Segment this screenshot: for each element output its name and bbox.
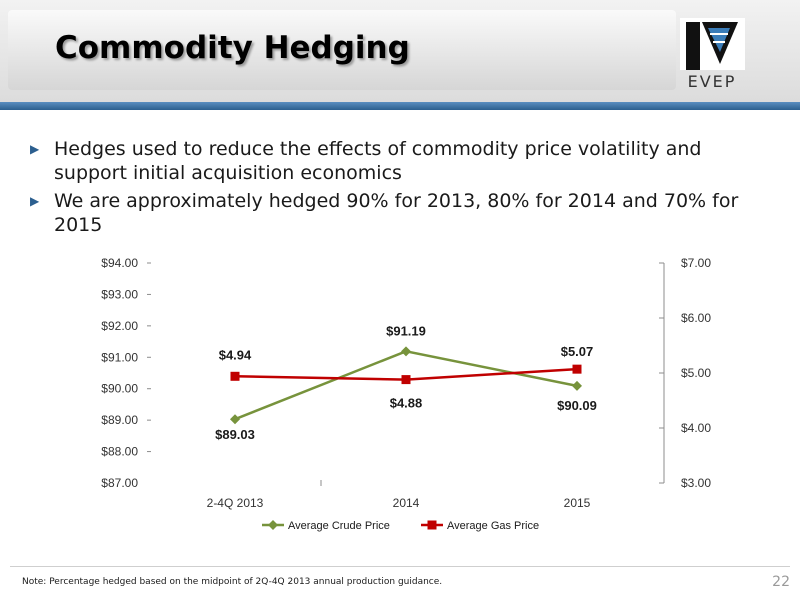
bullet-item: ▶ Hedges used to reduce the effects of c… bbox=[30, 137, 760, 185]
logo-text: EVEP bbox=[687, 72, 737, 91]
left-axis-tick-label: $91.00 bbox=[101, 350, 138, 364]
left-axis-tick-label: $93.00 bbox=[101, 287, 138, 301]
gas-price-point bbox=[230, 371, 240, 381]
left-axis-tick-label: $89.00 bbox=[101, 413, 138, 427]
bullet-item: ▶ We are approximately hedged 90% for 20… bbox=[30, 189, 760, 237]
legend-label: Average Gas Price bbox=[447, 520, 539, 532]
bullet-arrow-icon: ▶ bbox=[30, 142, 40, 156]
gas-price-point bbox=[401, 375, 411, 385]
data-label: $4.94 bbox=[219, 347, 252, 362]
data-label: $89.03 bbox=[215, 427, 255, 442]
data-label: $90.09 bbox=[557, 398, 597, 413]
gas-price-point bbox=[572, 364, 582, 374]
evep-logo-icon bbox=[680, 18, 745, 70]
x-axis-category-label: 2015 bbox=[564, 496, 591, 510]
price-chart: $94.00 $93.00 $92.00 $91.00 $90.00 $89.00 $88.… bbox=[101, 256, 711, 532]
right-axis-tick-label: $7.00 bbox=[681, 256, 711, 270]
right-axis-tick-label: $5.00 bbox=[681, 366, 711, 380]
footer-divider bbox=[10, 566, 790, 567]
bullet-arrow-icon: ▶ bbox=[30, 194, 40, 208]
crude-price-point bbox=[572, 380, 582, 391]
legend-label: Average Crude Price bbox=[288, 520, 390, 532]
right-axis-tick-label: $6.00 bbox=[681, 311, 711, 325]
legend-marker bbox=[268, 520, 278, 530]
legend-marker bbox=[427, 520, 437, 530]
right-axis-tick-label: $4.00 bbox=[681, 421, 711, 435]
left-axis-tick-label: $88.00 bbox=[101, 445, 138, 459]
right-axis-tick-label: $3.00 bbox=[681, 476, 711, 490]
crude-price-point bbox=[401, 346, 411, 357]
slide-title: Commodity Hedging bbox=[55, 30, 410, 66]
title-band bbox=[8, 10, 676, 90]
data-label: $4.88 bbox=[390, 396, 423, 411]
x-axis-category-label: 2014 bbox=[393, 496, 420, 510]
left-axis-tick-label: $87.00 bbox=[101, 476, 138, 490]
header-accent-bar bbox=[0, 102, 800, 110]
bullet-text: We are approximately hedged 90% for 2013… bbox=[54, 190, 739, 236]
bullet-text: Hedges used to reduce the effects of com… bbox=[54, 138, 702, 184]
data-label: $5.07 bbox=[561, 344, 594, 359]
left-axis-tick-label: $92.00 bbox=[101, 319, 138, 333]
x-axis-category-label: 2-4Q 2013 bbox=[207, 496, 264, 510]
footnote: Note: Percentage hedged based on the mid… bbox=[22, 577, 443, 587]
bullet-list: ▶ Hedges used to reduce the effects of c… bbox=[30, 137, 760, 241]
left-axis-tick-label: $94.00 bbox=[101, 256, 138, 270]
data-label: $91.19 bbox=[386, 323, 426, 338]
page-number: 22 bbox=[772, 574, 790, 590]
left-axis-tick-label: $90.00 bbox=[101, 382, 138, 396]
crude-price-point bbox=[230, 414, 240, 425]
